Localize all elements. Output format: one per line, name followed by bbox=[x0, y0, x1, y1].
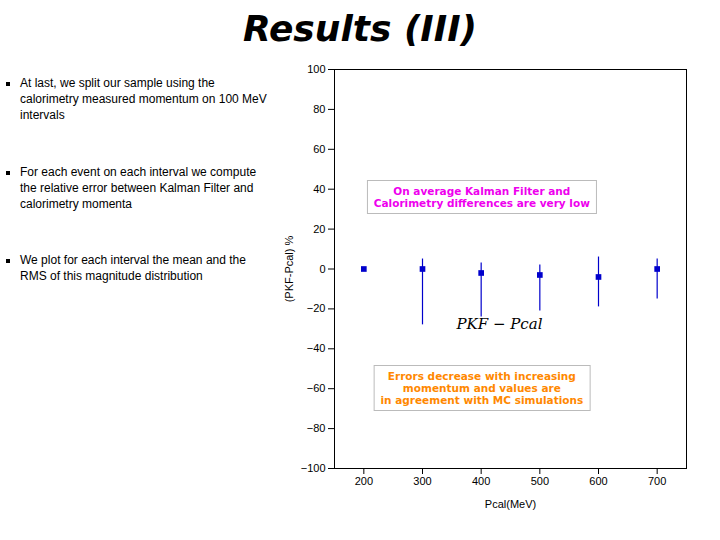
svg-text:20: 20 bbox=[313, 223, 325, 235]
svg-text:600: 600 bbox=[589, 475, 607, 487]
svg-text:200: 200 bbox=[355, 475, 373, 487]
html-text:For each event on each interva: For each event on each interval we compu… bbox=[20, 164, 257, 211]
svg-text:400: 400 bbox=[472, 475, 490, 487]
html-text:At last, we split our sample u: At last, we split our sample using the c… bbox=[20, 76, 267, 123]
svg-text:(PKF-Pcal) %: (PKF-Pcal) % bbox=[283, 235, 295, 302]
svg-text:100: 100 bbox=[307, 63, 325, 75]
html-text:Errors decrease with increasin: Errors decrease with increasing momentum… bbox=[380, 370, 584, 407]
svg-text:80: 80 bbox=[313, 103, 325, 115]
html-text:PKF − Pcal: PKF − Pcal bbox=[456, 315, 543, 334]
svg-text:60: 60 bbox=[313, 143, 325, 155]
svg-text:−80: −80 bbox=[307, 422, 326, 434]
html-text:We plot for each interval the: We plot for each interval the mean and t… bbox=[20, 253, 246, 284]
svg-text:300: 300 bbox=[413, 475, 431, 487]
svg-text:0: 0 bbox=[319, 263, 325, 275]
svg-text:500: 500 bbox=[531, 475, 549, 487]
svg-text:−40: −40 bbox=[307, 342, 326, 354]
svg-text:−20: −20 bbox=[307, 302, 326, 314]
svg-text:700: 700 bbox=[648, 475, 666, 487]
svg-text:−100: −100 bbox=[301, 462, 326, 474]
svg-text:Pcal(MeV): Pcal(MeV) bbox=[485, 498, 536, 510]
svg-text:−60: −60 bbox=[307, 382, 326, 394]
html-text:On average Kalman Filter and C: On average Kalman Filter and Calorimetry… bbox=[373, 184, 590, 209]
html-text:Results (III): Results (III) bbox=[243, 8, 477, 49]
svg-text:40: 40 bbox=[313, 183, 325, 195]
